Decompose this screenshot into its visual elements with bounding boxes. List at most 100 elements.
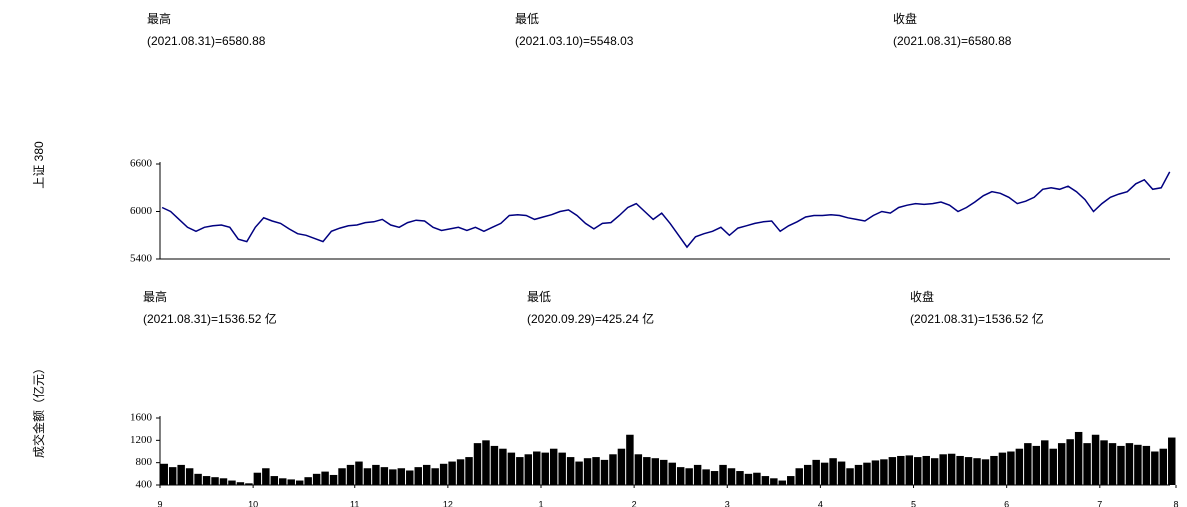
bar: [812, 459, 820, 485]
bar: [964, 457, 973, 485]
annotation-text: (2021.08.31)=1536.52 亿: [910, 311, 1044, 326]
bar: [245, 483, 253, 485]
bar: [533, 451, 541, 485]
x-tick-label: 1: [538, 499, 543, 507]
annotation-label: 收盘: [893, 11, 917, 26]
bar: [1134, 444, 1142, 485]
bar: [329, 474, 338, 485]
bar: [617, 448, 626, 485]
bar: [609, 454, 617, 485]
bar: [253, 472, 262, 485]
x-tick-label: 2: [632, 499, 637, 507]
bar: [888, 457, 897, 485]
x-tick-label: 9: [157, 499, 162, 507]
bar: [981, 459, 990, 485]
bar: [1015, 448, 1024, 485]
y-tick-label: 800: [136, 456, 153, 468]
bar: [685, 468, 693, 485]
bar: [516, 457, 524, 485]
bar: [770, 478, 778, 485]
bar: [507, 452, 516, 485]
bar: [990, 455, 998, 485]
bar: [549, 448, 558, 485]
bar: [422, 464, 431, 485]
bar: [1168, 437, 1176, 485]
bar: [1049, 448, 1057, 485]
bar: [211, 477, 219, 485]
bar: [499, 448, 507, 485]
bar: [202, 476, 211, 485]
bar: [448, 461, 456, 485]
bar: [431, 468, 439, 485]
bar: [634, 454, 643, 485]
bar: [727, 468, 736, 485]
bar: [600, 459, 609, 485]
bar: [456, 459, 465, 485]
bar: [473, 443, 482, 485]
bar: [761, 476, 770, 485]
bar: [643, 457, 651, 485]
bar: [719, 464, 727, 485]
bar: [304, 477, 312, 485]
x-tick-label: 8: [1173, 499, 1178, 507]
bar: [1125, 443, 1134, 485]
bar: [389, 469, 397, 485]
bar: [583, 458, 592, 485]
y-tick-label: 6600: [130, 158, 153, 170]
bar: [312, 473, 321, 485]
bar: [397, 468, 406, 485]
bar: [753, 472, 761, 485]
y-tick-label: 5400: [130, 253, 153, 265]
bar: [168, 467, 177, 485]
bar: [321, 471, 329, 485]
y-axis-label: 上证 380: [32, 141, 46, 189]
bar: [295, 480, 304, 485]
bar: [998, 452, 1007, 485]
bar: [262, 468, 270, 485]
bar: [363, 468, 372, 485]
bar: [465, 457, 473, 485]
bar: [854, 464, 863, 485]
y-tick-label: 1600: [130, 412, 153, 424]
annotation-label: 收盘: [910, 289, 934, 304]
bar: [160, 463, 168, 485]
bar: [1041, 440, 1049, 485]
bar: [947, 453, 956, 485]
bar: [1007, 451, 1015, 485]
bar: [787, 476, 795, 485]
bar: [905, 455, 914, 485]
bar: [1024, 443, 1032, 485]
bar: [922, 455, 930, 485]
annotation-label: 最高: [143, 289, 167, 304]
bar: [795, 468, 803, 485]
bar: [973, 458, 981, 485]
bar: [1066, 439, 1074, 485]
bar: [1117, 445, 1125, 485]
annotation-label: 最高: [147, 11, 171, 26]
bar: [676, 467, 685, 485]
bar: [355, 461, 363, 485]
bar: [1159, 448, 1168, 485]
bar: [846, 468, 854, 485]
bar: [406, 470, 414, 485]
bar: [270, 476, 279, 485]
annotation-text: (2021.08.31)=6580.88: [893, 34, 1012, 48]
bar: [185, 468, 194, 485]
bar: [439, 463, 448, 485]
x-tick-label: 11: [350, 499, 359, 507]
bar: [346, 464, 355, 485]
bar: [880, 459, 888, 485]
bar: [1151, 451, 1159, 485]
bar: [236, 482, 245, 485]
bar: [1074, 431, 1083, 485]
x-tick-label: 6: [1004, 499, 1009, 507]
bar: [338, 468, 346, 485]
bar: [956, 455, 964, 485]
bar: [651, 458, 660, 485]
bar: [778, 480, 787, 485]
bar: [837, 461, 846, 485]
bar: [1100, 440, 1108, 485]
annotation-label: 最低: [515, 12, 539, 26]
y-axis-label: 成交金额（亿元）: [31, 362, 46, 458]
